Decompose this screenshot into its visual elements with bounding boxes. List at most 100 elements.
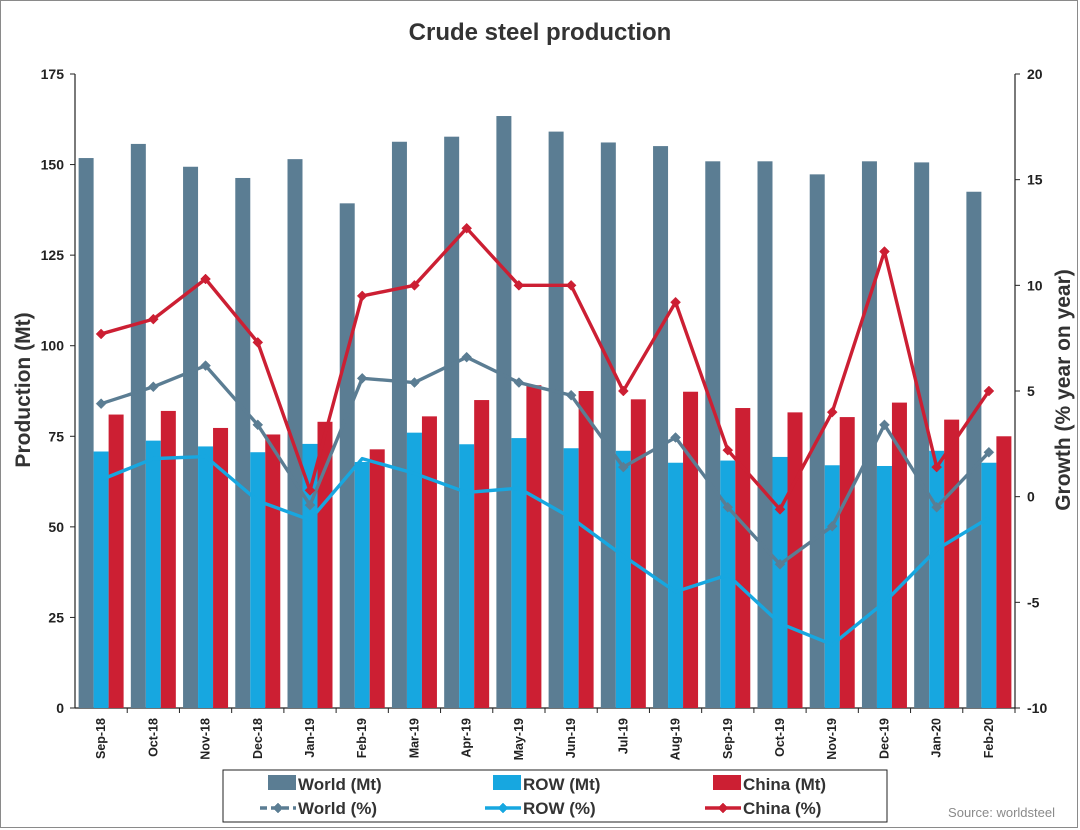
point-china <box>565 279 577 291</box>
bar-world-mt <box>496 116 512 708</box>
bar-world-mt <box>444 136 460 709</box>
bar-row-mt <box>511 438 527 708</box>
bar-china-mt <box>787 412 803 708</box>
point-world <box>722 501 734 513</box>
point-china <box>983 385 995 397</box>
x-tick-label: Aug-19 <box>669 718 683 760</box>
point-world <box>409 377 420 388</box>
bar-world-mt <box>705 161 721 708</box>
x-tick-label: Feb-20 <box>982 718 996 758</box>
bar-row-mt <box>145 440 161 708</box>
bar-row-mt <box>406 432 422 708</box>
point-world <box>774 558 786 570</box>
point-world <box>617 461 629 473</box>
x-tick-label: Dec-18 <box>251 718 265 759</box>
bar-china-mt <box>735 408 751 708</box>
x-tick-label: Mar-19 <box>407 718 421 758</box>
point-china <box>513 279 525 291</box>
x-tick-label: Jul-19 <box>616 718 630 754</box>
bar-row-mt <box>772 456 788 708</box>
point-china <box>774 503 786 515</box>
bar-world-mt <box>339 203 355 708</box>
y-tick-label: 0 <box>56 700 64 716</box>
bar-row-mt <box>563 448 579 708</box>
x-tick-label: Nov-18 <box>199 718 213 760</box>
bar-china-mt <box>474 400 490 708</box>
plot-area: 0 25 50 75 100 125 150 175 -10 -5 0 5 10 15 20 Sep-18 Oc… <box>41 66 1048 760</box>
bar-world-mt <box>235 177 251 708</box>
y-tick-label: 150 <box>41 157 65 173</box>
bar-row-mt <box>198 446 214 708</box>
y2-axis-title: Growth (% year on year) <box>1052 269 1075 511</box>
bar-china-mt <box>421 416 437 708</box>
chart-title: Crude steel production <box>409 19 672 46</box>
point-china <box>722 444 734 456</box>
point-china <box>461 222 473 234</box>
legend-box <box>222 769 888 823</box>
point-world <box>95 398 107 410</box>
bar-world-mt <box>914 162 930 709</box>
bar-world-mt <box>548 131 564 709</box>
y-tick-label: 125 <box>41 247 65 263</box>
point-china <box>95 328 107 340</box>
point-world <box>252 419 264 431</box>
y-tick-label: 100 <box>41 338 65 354</box>
legend-marker <box>717 802 729 814</box>
point-china <box>147 313 159 325</box>
source-note: Source: worldsteel <box>948 805 1055 820</box>
y-axis-title: Production (Mt) <box>12 312 35 467</box>
point-china <box>200 273 211 285</box>
legend-label: World (%) <box>298 799 377 818</box>
bar-row-mt <box>668 462 684 708</box>
bar-china-mt <box>996 436 1012 708</box>
point-world <box>304 499 316 511</box>
point-world <box>200 360 211 371</box>
x-tick-label: Sep-18 <box>94 718 108 759</box>
x-tick-label: May-19 <box>512 718 526 760</box>
point-world <box>565 389 577 401</box>
x-tick-label: Dec-19 <box>877 718 891 759</box>
legend-label: China (Mt) <box>743 775 826 794</box>
bar-china-mt <box>630 399 646 708</box>
bar-world-mt <box>757 161 773 708</box>
bar-row-mt <box>615 450 631 708</box>
bar-china-mt <box>265 434 281 708</box>
point-world <box>879 419 890 431</box>
legend-label: China (%) <box>743 799 821 818</box>
x-tick-label: Jan-19 <box>303 718 317 758</box>
x-tick-label: Feb-19 <box>355 718 369 758</box>
bar-row-mt <box>459 444 475 708</box>
bar-china-mt <box>160 410 176 708</box>
point-china <box>252 337 264 348</box>
y2-tick-label: 0 <box>1027 489 1035 505</box>
bar-china-mt <box>891 402 907 708</box>
legend-swatch <box>713 775 741 790</box>
point-world <box>513 377 525 388</box>
bar-world-mt <box>966 191 982 708</box>
y2-tick-label: -10 <box>1027 700 1047 716</box>
bar-world-mt <box>391 141 407 708</box>
legend-label: ROW (Mt) <box>523 775 600 794</box>
bar-world-mt <box>78 158 94 708</box>
bar-row-mt <box>302 443 318 708</box>
point-world <box>983 446 995 458</box>
bar-row-mt <box>250 452 266 708</box>
line-china <box>100 226 991 512</box>
y-tick-label: 25 <box>48 609 64 625</box>
bar-row-mt <box>720 460 736 708</box>
bar-china-mt <box>578 391 594 708</box>
bar-row-mt <box>929 450 945 708</box>
x-tick-label: Jan-20 <box>930 718 944 758</box>
point-world <box>931 501 943 513</box>
point-china <box>879 246 890 257</box>
point-world <box>670 432 681 443</box>
line-world <box>100 355 991 566</box>
x-tick-label: Apr-19 <box>460 718 474 758</box>
legend-marker <box>272 802 284 814</box>
x-tick-label: Jun-19 <box>564 718 578 758</box>
y2-tick-label: 20 <box>1027 66 1043 82</box>
line-row <box>100 454 990 647</box>
bar-row-mt <box>824 465 840 708</box>
